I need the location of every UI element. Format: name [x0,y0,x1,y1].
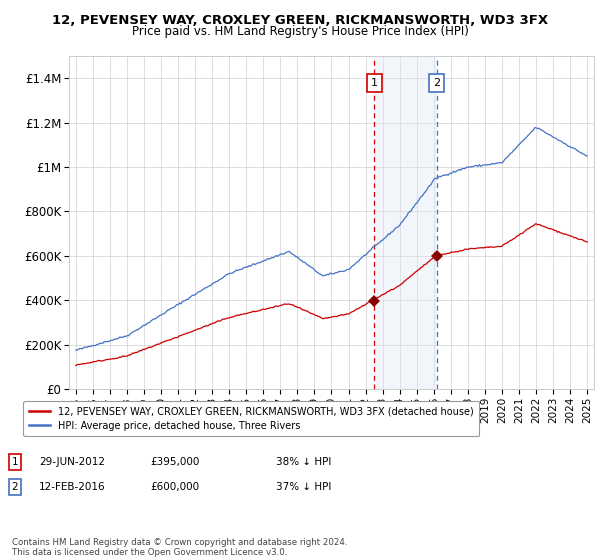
Text: 1: 1 [11,457,19,467]
Text: Contains HM Land Registry data © Crown copyright and database right 2024.
This d: Contains HM Land Registry data © Crown c… [12,538,347,557]
Text: 2: 2 [11,482,19,492]
Legend: 12, PEVENSEY WAY, CROXLEY GREEN, RICKMANSWORTH, WD3 3FX (detached house), HPI: A: 12, PEVENSEY WAY, CROXLEY GREEN, RICKMAN… [23,401,479,436]
Text: 38% ↓ HPI: 38% ↓ HPI [276,457,331,467]
Bar [374,56,437,389]
Text: Price paid vs. HM Land Registry's House Price Index (HPI): Price paid vs. HM Land Registry's House … [131,25,469,38]
Text: 2: 2 [433,78,440,88]
Text: 37% ↓ HPI: 37% ↓ HPI [276,482,331,492]
Text: 29-JUN-2012: 29-JUN-2012 [39,457,105,467]
Text: £395,000: £395,000 [150,457,199,467]
Text: 12, PEVENSEY WAY, CROXLEY GREEN, RICKMANSWORTH, WD3 3FX: 12, PEVENSEY WAY, CROXLEY GREEN, RICKMAN… [52,14,548,27]
Text: 1: 1 [371,78,377,88]
Text: 12-FEB-2016: 12-FEB-2016 [39,482,106,492]
Text: £600,000: £600,000 [150,482,199,492]
